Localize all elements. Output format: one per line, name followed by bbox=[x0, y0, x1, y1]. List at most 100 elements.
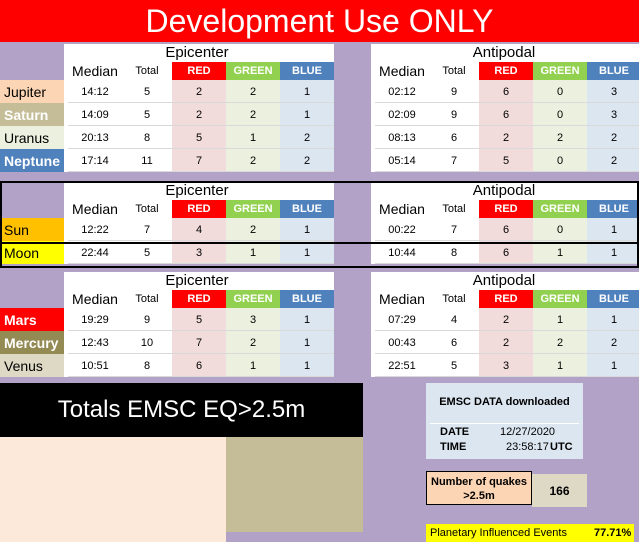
totals-left-panel bbox=[0, 437, 226, 542]
emsc-date-label: DATE bbox=[440, 426, 470, 438]
epicenter-header-blue: BLUE bbox=[280, 62, 334, 80]
epicenter-cell: 2 bbox=[172, 80, 226, 103]
epicenter-cell: 7 bbox=[172, 331, 226, 354]
row-divider bbox=[68, 263, 334, 264]
emsc-title: EMSC DATA downloaded bbox=[439, 396, 570, 408]
emsc-time-label: TIME bbox=[440, 441, 467, 453]
row-divider bbox=[375, 102, 639, 103]
row-divider bbox=[375, 263, 639, 264]
epicenter-cell: 19:29 bbox=[81, 313, 109, 326]
epicenter-cell: 5 bbox=[143, 246, 151, 259]
epicenter-cell: 2 bbox=[226, 149, 280, 172]
epicenter-cell: 1 bbox=[280, 308, 334, 331]
group-divider bbox=[0, 181, 639, 183]
antipodal-cell: 2 bbox=[479, 126, 533, 149]
antipodal-cell: 3 bbox=[479, 354, 533, 377]
epicenter-cell: 5 bbox=[143, 108, 151, 121]
antipodal-header-median: Median bbox=[379, 201, 425, 217]
antipodal-title: Antipodal bbox=[472, 44, 536, 61]
antipodal-header-green: GREEN bbox=[533, 200, 587, 218]
planetary-value: 77.71% bbox=[594, 527, 632, 539]
epicenter-cell: 1 bbox=[280, 354, 334, 377]
epicenter-cell: 1 bbox=[280, 241, 334, 264]
antipodal-cell: 2 bbox=[587, 149, 639, 172]
antipodal-header-red: RED bbox=[479, 200, 533, 218]
row-divider bbox=[375, 376, 639, 377]
epicenter-cell: 5 bbox=[143, 85, 151, 98]
quakes-label-line1: Number of quakes bbox=[431, 476, 527, 488]
antipodal-header-blue: BLUE bbox=[587, 290, 639, 308]
row-divider bbox=[375, 240, 639, 241]
epicenter-header-green: GREEN bbox=[226, 62, 280, 80]
row-divider bbox=[68, 125, 334, 126]
antipodal-header-blue: BLUE bbox=[587, 200, 639, 218]
epicenter-cell: 7 bbox=[143, 223, 151, 236]
epicenter-cell: 2 bbox=[280, 149, 334, 172]
antipodal-cell: 00:22 bbox=[388, 223, 416, 236]
row-divider bbox=[68, 376, 334, 377]
antipodal-header-red: RED bbox=[479, 290, 533, 308]
antipodal-header-blue: BLUE bbox=[587, 62, 639, 80]
epicenter-header-blue: BLUE bbox=[280, 200, 334, 218]
epicenter-header-median: Median bbox=[72, 201, 118, 217]
planet-label-moon: Moon bbox=[0, 241, 64, 264]
antipodal-cell: 4 bbox=[450, 313, 458, 326]
epicenter-cell: 12:22 bbox=[81, 223, 109, 236]
antipodal-cell: 2 bbox=[533, 331, 587, 354]
epicenter-cell: 10:51 bbox=[81, 359, 109, 372]
antipodal-cell: 7 bbox=[450, 154, 458, 167]
planet-label-venus: Venus bbox=[0, 354, 64, 377]
epicenter-header-median: Median bbox=[72, 291, 118, 307]
antipodal-cell: 0 bbox=[533, 149, 587, 172]
emsc-tz: UTC bbox=[550, 441, 573, 453]
antipodal-cell: 9 bbox=[450, 85, 458, 98]
antipodal-cell: 2 bbox=[479, 308, 533, 331]
antipodal-header-red: RED bbox=[479, 62, 533, 80]
epicenter-cell: 8 bbox=[143, 359, 151, 372]
epicenter-cell: 6 bbox=[172, 354, 226, 377]
epicenter-cell: 5 bbox=[172, 308, 226, 331]
emsc-time-value: 23:58:17 bbox=[506, 441, 549, 453]
antipodal-cell: 22:51 bbox=[388, 359, 416, 372]
antipodal-cell: 10:44 bbox=[388, 246, 416, 259]
planet-label-jupiter: Jupiter bbox=[0, 80, 64, 103]
totals-right-panel bbox=[226, 437, 363, 532]
planetary-label: Planetary Influenced Events bbox=[430, 527, 567, 539]
antipodal-cell: 6 bbox=[479, 218, 533, 241]
row-divider bbox=[375, 171, 639, 172]
antipodal-header-total: Total bbox=[442, 293, 466, 305]
antipodal-cell: 6 bbox=[450, 336, 458, 349]
planet-label-uranus: Uranus bbox=[0, 126, 64, 149]
antipodal-header-green: GREEN bbox=[533, 290, 587, 308]
emsc-box: EMSC DATA downloaded DATE 12/27/2020 TIM… bbox=[426, 383, 583, 459]
epicenter-cell: 10 bbox=[140, 336, 154, 349]
epicenter-cell: 12:43 bbox=[81, 336, 109, 349]
antipodal-cell: 2 bbox=[479, 331, 533, 354]
epicenter-cell: 1 bbox=[280, 331, 334, 354]
antipodal-cell: 5 bbox=[479, 149, 533, 172]
antipodal-cell: 6 bbox=[479, 80, 533, 103]
antipodal-cell: 02:12 bbox=[388, 85, 416, 98]
antipodal-cell: 7 bbox=[450, 223, 458, 236]
row-divider bbox=[68, 240, 334, 241]
epicenter-cell: 14:12 bbox=[81, 85, 109, 98]
group-border-right bbox=[637, 181, 639, 268]
epicenter-cell: 2 bbox=[226, 331, 280, 354]
row-divider bbox=[68, 102, 334, 103]
antipodal-header-green: GREEN bbox=[533, 62, 587, 80]
planet-label-mercury: Mercury bbox=[0, 331, 64, 354]
epicenter-cell: 3 bbox=[226, 308, 280, 331]
row-divider bbox=[375, 353, 639, 354]
antipodal-cell: 1 bbox=[533, 241, 587, 264]
epicenter-cell: 17:14 bbox=[81, 154, 109, 167]
planetary-box: Planetary Influenced Events 77.71% bbox=[426, 524, 634, 542]
antipodal-cell: 5 bbox=[450, 359, 458, 372]
epicenter-title: Epicenter bbox=[165, 182, 229, 199]
antipodal-cell: 00:43 bbox=[388, 336, 416, 349]
epicenter-cell: 1 bbox=[226, 126, 280, 149]
epicenter-header-green: GREEN bbox=[226, 200, 280, 218]
quakes-label-line2: >2.5m bbox=[463, 490, 495, 502]
epicenter-cell: 3 bbox=[172, 241, 226, 264]
banner: Development Use ONLY bbox=[0, 0, 639, 42]
epicenter-header-blue: BLUE bbox=[280, 290, 334, 308]
